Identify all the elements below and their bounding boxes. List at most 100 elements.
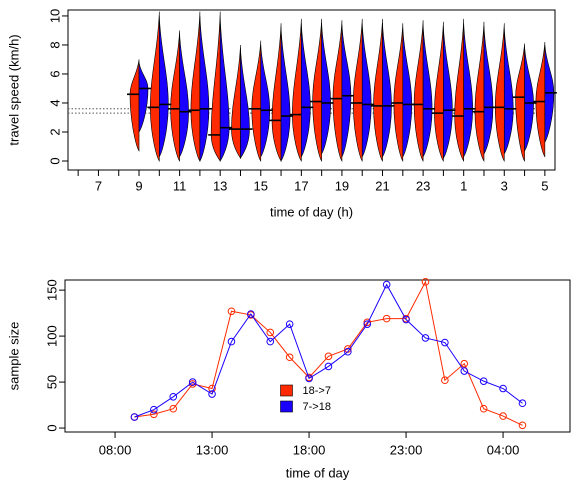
violin-half (231, 44, 241, 160)
violin-half (382, 23, 392, 158)
x-tick-label: 23 (416, 178, 430, 193)
point (169, 404, 178, 413)
x-tick-label: 18:00 (293, 442, 326, 457)
violin-half (260, 44, 271, 158)
y-tick-label: 2 (47, 128, 62, 135)
point (499, 412, 507, 420)
point (169, 392, 178, 401)
violin-half (292, 18, 302, 162)
legend-label: 18->7 (303, 385, 331, 397)
point (460, 367, 469, 375)
point (247, 310, 255, 318)
y-tick-label: 0 (44, 424, 59, 431)
violin-half (138, 62, 149, 133)
y-axis-label: travel speed (km/h) (6, 34, 21, 145)
point (324, 352, 333, 361)
violin-half (179, 33, 189, 158)
violin-half (434, 21, 444, 162)
series-line (134, 280, 523, 426)
violin-half (474, 21, 485, 162)
violin-half (280, 27, 291, 162)
x-axis-label: time of day (286, 465, 350, 480)
x-tick-label: 1 (460, 178, 467, 193)
point (441, 376, 449, 385)
y-tick-label: 4 (47, 99, 62, 106)
violin-half (210, 11, 221, 162)
violin-half (535, 42, 546, 158)
y-tick-label: 8 (47, 41, 62, 48)
x-tick-label: 15 (254, 178, 268, 193)
violin-half (524, 46, 534, 152)
point (479, 377, 488, 385)
x-tick-label: 13 (213, 178, 227, 193)
y-axis-label: sample size (6, 322, 21, 391)
point (460, 359, 469, 368)
legend-swatch (280, 384, 293, 397)
violin-half (422, 24, 433, 158)
y-tick-label: 0 (47, 157, 62, 164)
point (382, 280, 391, 289)
violin-half (271, 23, 282, 162)
violin-half (503, 27, 514, 155)
violin-half (312, 18, 322, 162)
point (499, 384, 507, 393)
violin-half (341, 24, 352, 158)
x-tick-label: 19 (335, 178, 349, 193)
x-tick-label: 11 (173, 178, 187, 193)
violin-half (150, 11, 160, 162)
y-tick-label: 150 (44, 279, 59, 301)
x-tick-label: 3 (501, 178, 508, 193)
violin-half (219, 15, 230, 162)
violin-half (454, 18, 464, 162)
series-line (134, 283, 523, 418)
x-tick-label: 13:00 (196, 442, 229, 457)
point (382, 314, 391, 323)
x-tick-label: 5 (541, 178, 548, 193)
y-tick-label: 100 (44, 325, 59, 347)
y-tick-label: 6 (47, 70, 62, 77)
point (479, 404, 488, 413)
violin-half (251, 40, 262, 162)
x-tick-label: 17 (294, 178, 308, 193)
violin-half (483, 26, 494, 155)
violin-half (393, 23, 404, 162)
violin-half (494, 23, 505, 162)
violin-half (402, 27, 413, 158)
point (285, 320, 294, 328)
violin-half (373, 18, 383, 162)
x-tick-label: 9 (135, 178, 142, 193)
point (227, 337, 236, 346)
point (441, 338, 449, 347)
x-tick-label: 23:00 (390, 442, 423, 457)
point (130, 413, 139, 421)
violin-half (515, 43, 525, 162)
x-tick-label: 7 (95, 178, 102, 193)
point (518, 421, 527, 430)
violin-half (129, 59, 140, 152)
point (227, 307, 236, 316)
violin-half (352, 18, 363, 162)
point (518, 399, 527, 408)
point (150, 410, 158, 419)
point (421, 278, 430, 286)
point (285, 353, 294, 362)
violin-half (321, 23, 331, 155)
plot-box (67, 9, 556, 171)
point (402, 315, 410, 324)
plot-box (64, 279, 571, 433)
point (188, 378, 197, 386)
violin-half (463, 23, 473, 158)
violin-half (170, 30, 180, 162)
violin-half (332, 20, 343, 162)
point (266, 328, 275, 337)
point (363, 320, 372, 328)
violin-half (301, 23, 311, 158)
violin-half (361, 23, 372, 158)
violin-half (443, 26, 453, 160)
point (266, 337, 275, 346)
point (324, 362, 333, 371)
x-tick-label: 04:00 (487, 442, 520, 457)
x-tick-label: 21 (375, 178, 389, 193)
legend-swatch (280, 400, 293, 413)
